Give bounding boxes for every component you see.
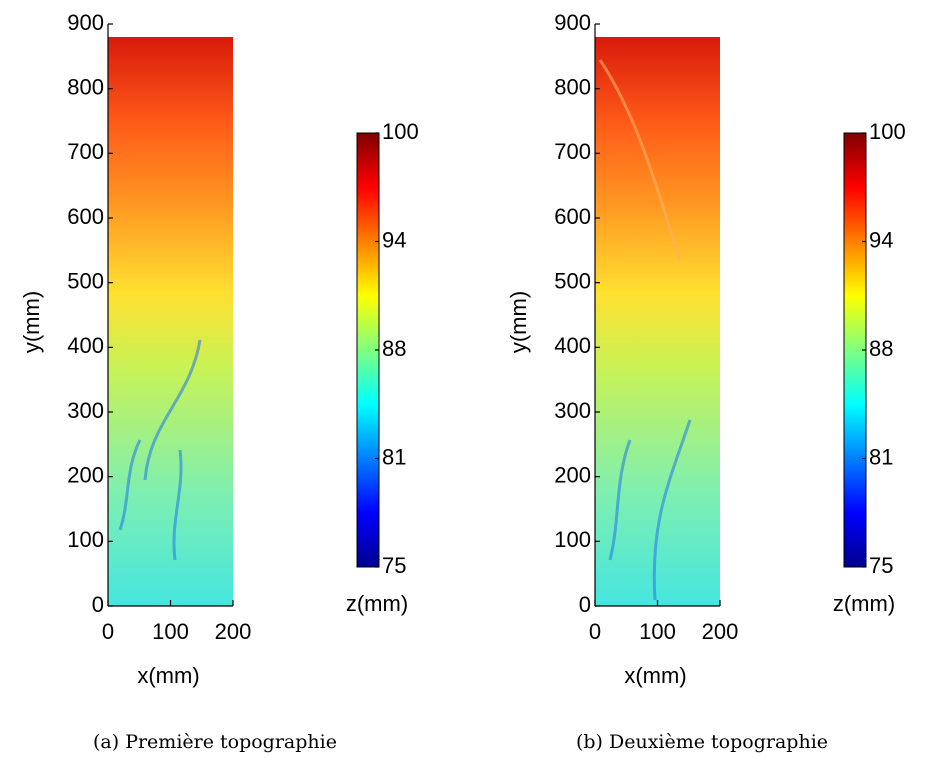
y-tick-label: 700 <box>554 139 591 164</box>
x-tick-label: 200 <box>702 619 739 644</box>
colorbar-tick-label: 100 <box>869 119 906 144</box>
y-axis-label: y(mm) <box>19 291 44 353</box>
y-tick-label: 800 <box>554 74 591 99</box>
y-tick-label: 700 <box>67 139 104 164</box>
x-tick-label: 0 <box>589 619 601 644</box>
y-tick-label: 100 <box>554 527 591 552</box>
y-tick-label: 500 <box>67 268 104 293</box>
y-tick-label: 300 <box>67 398 104 423</box>
colorbar-tick-label: 81 <box>869 444 893 469</box>
y-tick-label: 200 <box>67 462 104 487</box>
y-tick-label: 300 <box>554 398 591 423</box>
heatmap-streak <box>652 419 692 601</box>
colorbar-tick-label: 75 <box>382 553 406 578</box>
colorbar-tick-label: 94 <box>869 227 893 252</box>
x-tick-label: 100 <box>639 619 676 644</box>
colorbar-tick-label: 88 <box>869 336 893 361</box>
caption: (b) Deuxième topographie <box>576 731 828 753</box>
y-tick-label: 600 <box>554 204 591 229</box>
heatmap-field <box>108 37 233 606</box>
y-tick-label: 800 <box>67 74 104 99</box>
x-tick-label: 0 <box>102 619 114 644</box>
colorbar-tick-label: 100 <box>382 119 419 144</box>
y-tick-label: 200 <box>554 462 591 487</box>
colorbar-tick-label: 81 <box>382 444 406 469</box>
y-tick-label: 400 <box>67 333 104 358</box>
heatmap-field <box>595 37 720 606</box>
colorbar-tick-label: 88 <box>382 336 406 361</box>
caption: (a) Première topographie <box>93 731 337 753</box>
x-axis-label: x(mm) <box>137 663 199 688</box>
colorbar-label: z(mm) <box>346 591 408 616</box>
y-tick-label: 100 <box>67 527 104 552</box>
y-tick-label: 0 <box>92 592 104 617</box>
y-tick-label: 900 <box>67 10 104 35</box>
y-tick-label: 400 <box>554 333 591 358</box>
colorbar-tick-label: 94 <box>382 227 406 252</box>
y-tick-label: 600 <box>67 204 104 229</box>
colorbar-label: z(mm) <box>833 591 895 616</box>
heatmap-streak <box>598 59 682 261</box>
x-axis-label: x(mm) <box>624 663 686 688</box>
y-tick-label: 0 <box>579 592 591 617</box>
heatmap-streak <box>118 439 142 531</box>
x-tick-label: 200 <box>215 619 252 644</box>
colorbar-tick-label: 75 <box>869 553 893 578</box>
x-tick-label: 100 <box>152 619 189 644</box>
y-tick-label: 500 <box>554 268 591 293</box>
heatmap-streak <box>608 439 632 561</box>
y-axis-label: y(mm) <box>506 291 531 353</box>
y-tick-label: 900 <box>554 10 591 35</box>
heatmap-streak <box>172 449 183 561</box>
heatmap-streak <box>143 339 202 481</box>
